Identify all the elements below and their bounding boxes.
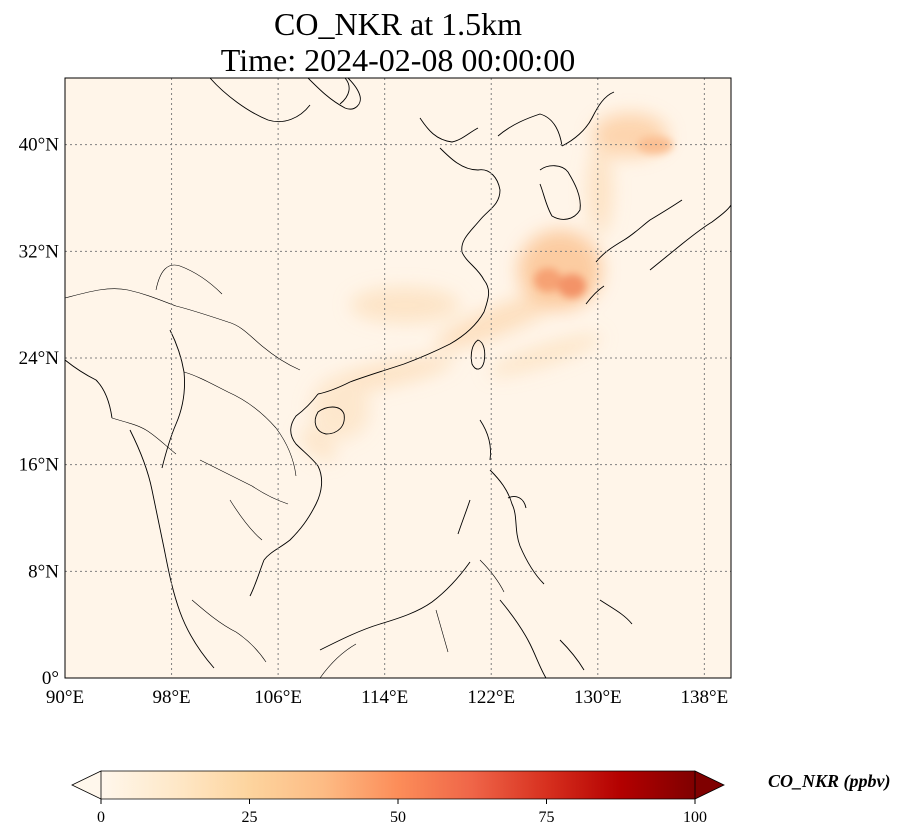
hainan-plume	[310, 380, 370, 440]
map-frame	[64, 77, 732, 679]
central-china-plume	[350, 287, 460, 323]
colorbar-tick-label: 75	[539, 809, 555, 826]
colorbar-extend-high	[694, 770, 725, 800]
coastlines	[65, 78, 731, 678]
pacific-plume	[487, 334, 603, 376]
country-borders	[65, 264, 505, 678]
colorbar-tick-label: 25	[242, 809, 258, 826]
latitude-tick-label: 8°N	[28, 561, 59, 582]
latitude-tick-label: 40°N	[19, 135, 60, 156]
longitude-tick-label: 130°E	[574, 687, 622, 708]
gulf-tonkin-plume	[299, 428, 337, 462]
colorbar-tick-label: 50	[390, 809, 406, 826]
longitude-tick-labels: 90°E 98°E 106°E 114°E 122°E 130°E 138°E	[46, 687, 728, 708]
taiwan-strait-plume	[434, 290, 566, 350]
colorbar-extend-low	[71, 770, 102, 800]
longitude-tick-label: 98°E	[152, 687, 190, 708]
colorbar: 0 25 50 75 100	[71, 770, 725, 826]
colorbar-tick-label: 0	[97, 809, 105, 826]
longitude-tick-label: 122°E	[467, 687, 515, 708]
longitude-tick-label: 138°E	[681, 687, 729, 708]
gridlines	[65, 78, 731, 678]
colorbar-ticks: 0 25 50 75 100	[97, 799, 707, 826]
colorbar-gradient	[101, 771, 695, 799]
colorbar-label: CO_NKR (ppbv)	[768, 771, 891, 791]
colorbar-tick-label: 100	[683, 809, 707, 826]
longitude-tick-label: 90°E	[46, 687, 84, 708]
latitude-tick-label: 0°	[42, 668, 59, 689]
latitude-tick-label: 32°N	[19, 241, 60, 262]
ecs-core-east	[558, 274, 586, 298]
latitude-tick-label: 24°N	[19, 348, 60, 369]
map-time-subtitle: Time: 2024-02-08 00:00:00	[220, 42, 576, 78]
latitude-tick-label: 16°N	[19, 455, 60, 476]
map-title: CO_NKR at 1.5km	[274, 6, 522, 42]
concentration-field	[299, 113, 673, 462]
latitude-tick-labels: 0° 8°N 16°N 24°N 32°N 40°N	[19, 135, 60, 689]
east-china-sea-plume	[518, 230, 602, 310]
longitude-tick-label: 114°E	[361, 687, 408, 708]
longitude-tick-label: 106°E	[254, 687, 302, 708]
japan-sea-plume	[588, 145, 612, 235]
ecs-core-west	[534, 268, 562, 292]
